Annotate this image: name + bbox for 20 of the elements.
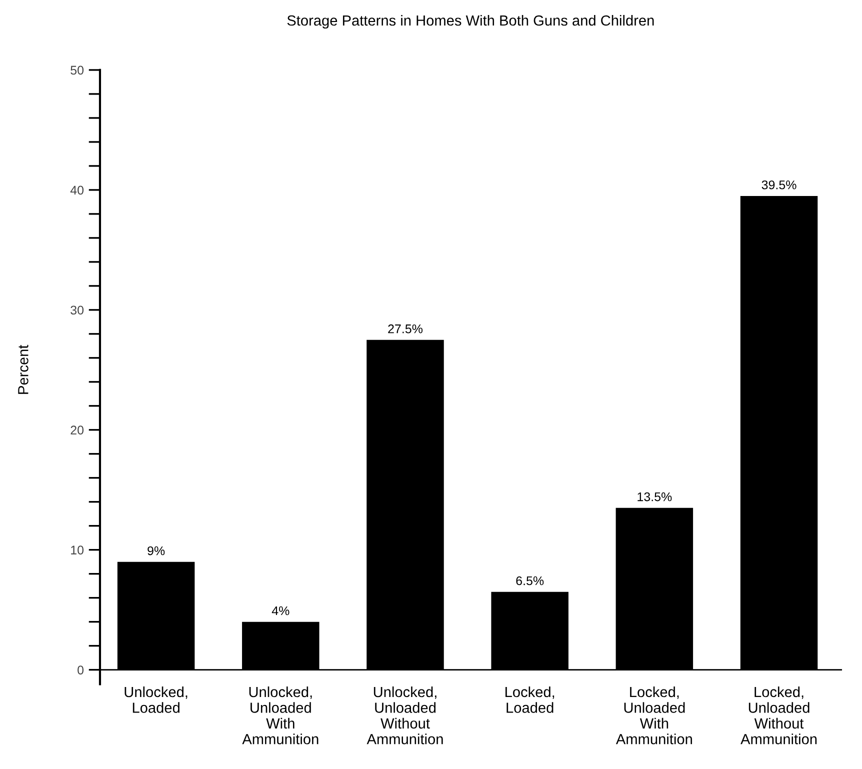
data-label: 9%	[148, 546, 165, 556]
y-tick-label: 40	[70, 186, 84, 195]
y-tick-label: 10	[71, 546, 84, 554]
y-axis-title: Percent	[18, 344, 28, 394]
x-tick-label: Unlocked, Unloaded With Ammunition	[242, 686, 318, 744]
y-tick-label: 0	[78, 666, 84, 674]
data-label: 13.5%	[638, 492, 672, 502]
data-label: 39.5%	[762, 180, 796, 190]
x-tick-label: Locked, Unloaded Without Ammunition	[740, 686, 817, 744]
x-tick-label: Unlocked, Loaded	[124, 686, 188, 713]
y-tick-label: 30	[70, 306, 84, 315]
data-label: 4%	[272, 606, 290, 616]
data-label: 6.5%	[516, 576, 544, 586]
x-tick-label: Locked, Loaded	[505, 686, 554, 713]
x-tick-label: Unlocked, Unloaded Without Ammunition	[366, 686, 443, 744]
y-tick-label: 20	[70, 426, 84, 435]
chart-title: Storage Patterns in Homes With Both Guns and Children	[287, 14, 654, 29]
y-tick-label: 50	[70, 66, 84, 75]
x-tick-label: Locked, Unloaded With Ammunition	[616, 686, 692, 744]
data-label: 27.5%	[388, 324, 423, 334]
